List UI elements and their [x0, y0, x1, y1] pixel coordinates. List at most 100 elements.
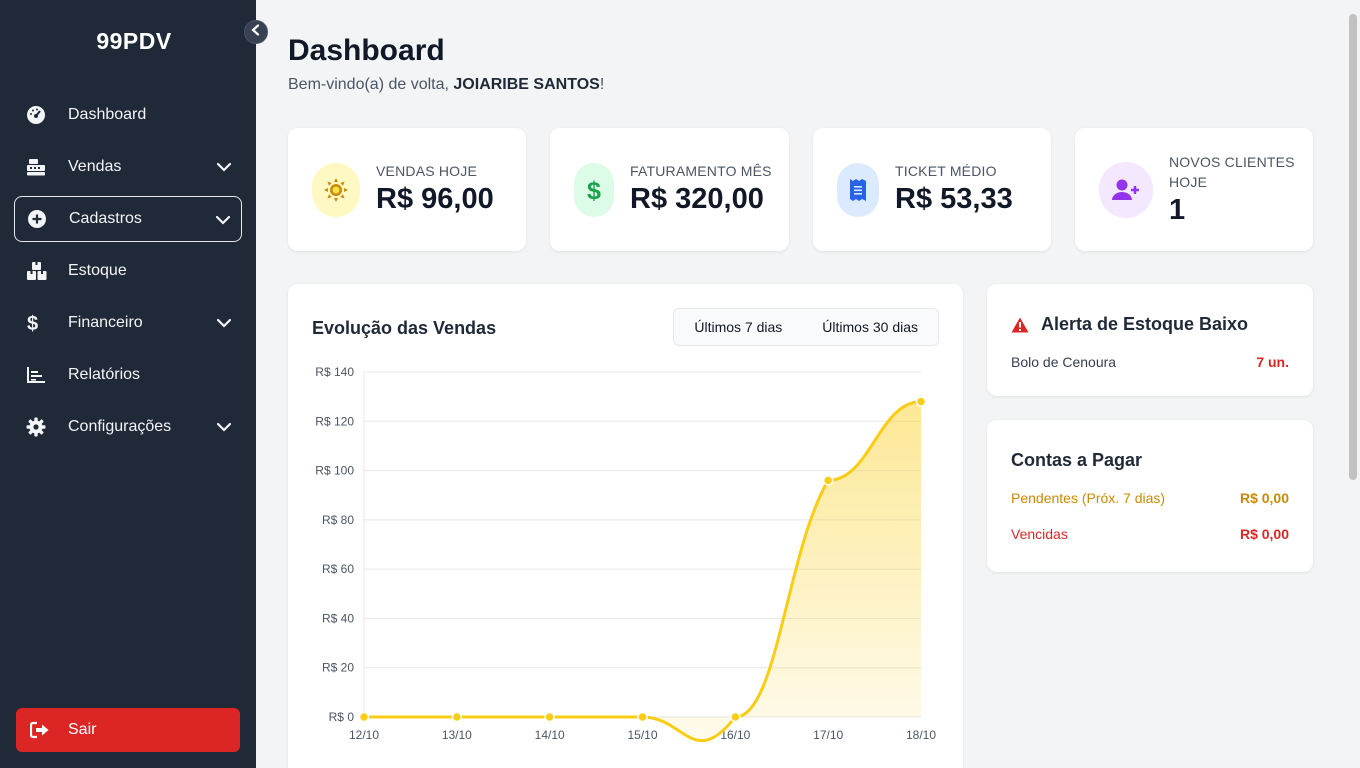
data-point	[451, 711, 463, 723]
stock-alert-card: Alerta de Estoque Baixo Bolo de Cenoura …	[987, 284, 1313, 396]
tab-ultimos-7-dias[interactable]: Últimos 7 dias	[694, 319, 783, 335]
welcome-suffix: !	[599, 76, 605, 93]
cash-register-icon	[26, 157, 54, 177]
y-tick-label: R$ 80	[322, 513, 354, 527]
y-tick-label: R$ 0	[329, 710, 355, 724]
welcome-message: Bem-vindo(a) de volta, JOIARIBE SANTOS!	[288, 76, 604, 94]
svg-text:$: $	[27, 313, 38, 334]
stat-card-faturamento-mes: $ FATURAMENTO MÊS R$ 320,00	[550, 128, 789, 251]
y-tick-label: R$ 60	[322, 562, 354, 576]
svg-text:$: $	[587, 177, 601, 203]
sidebar-item-relatorios[interactable]: Relatórios	[14, 352, 242, 398]
sidebar-item-dashboard[interactable]: Dashboard	[14, 92, 242, 138]
pending-value: R$ 0,00	[1239, 490, 1289, 506]
x-tick-label: 18/10	[906, 728, 936, 742]
sidebar-item-estoque[interactable]: Estoque	[14, 248, 242, 294]
warning-icon	[1011, 317, 1029, 333]
receipt-icon	[837, 162, 879, 217]
y-tick-label: R$ 120	[315, 414, 354, 428]
stat-text: FATURAMENTO MÊS R$ 320,00	[630, 163, 772, 216]
sign-out-icon	[30, 721, 50, 739]
sidebar: 99PDV Dashboard Vendas Cadastros	[0, 0, 256, 768]
overdue-value: R$ 0,00	[1239, 526, 1289, 542]
overdue-row[interactable]: Vencidas R$ 0,00	[1011, 526, 1289, 542]
welcome-prefix: Bem-vindo(a) de volta,	[288, 76, 454, 93]
chevron-down-icon	[216, 419, 232, 440]
list-item[interactable]: Bolo de Cenoura 7 un.	[1011, 354, 1289, 370]
sun-icon	[312, 162, 360, 217]
stat-text: NOVOS CLIENTES HOJE 1	[1169, 152, 1299, 227]
chevron-down-icon	[216, 159, 232, 180]
chart-title: Evolução das Vendas	[312, 318, 497, 338]
stock-alert-title: Alerta de Estoque Baixo	[1011, 314, 1248, 335]
series-area	[364, 401, 921, 741]
sidebar-nav: Dashboard Vendas Cadastros Estoque $	[14, 92, 242, 456]
sidebar-item-label: Cadastros	[69, 210, 142, 227]
stat-text: TICKET MÉDIO R$ 53,33	[895, 163, 1013, 216]
data-point	[637, 711, 648, 723]
x-tick-label: 17/10	[813, 728, 843, 742]
stat-value: 1	[1169, 194, 1186, 226]
brand-logo[interactable]: 99PDV	[96, 28, 172, 54]
sidebar-item-cadastros[interactable]: Cadastros	[14, 196, 242, 242]
scrollbar[interactable]	[1346, 0, 1360, 768]
sidebar-item-label: Dashboard	[68, 106, 147, 123]
sidebar-item-label: Configurações	[68, 418, 172, 435]
sidebar-item-configuracoes[interactable]: Configurações	[14, 404, 242, 450]
y-tick-label: R$ 100	[315, 464, 354, 478]
sidebar-item-label: Financeiro	[68, 314, 143, 331]
y-tick-label: R$ 40	[322, 611, 354, 625]
sidebar-item-financeiro[interactable]: $ Financeiro	[14, 300, 242, 346]
pending-row[interactable]: Pendentes (Próx. 7 dias) R$ 0,00	[1011, 490, 1289, 506]
stat-value: R$ 320,00	[630, 183, 764, 215]
product-name: Bolo de Cenoura	[1011, 354, 1117, 370]
stat-label: VENDAS HOJE	[376, 163, 477, 179]
logout-label: Sair	[68, 721, 97, 738]
y-tick-label: R$ 20	[322, 661, 354, 675]
tab-ultimos-30-dias[interactable]: Últimos 30 dias	[822, 319, 918, 335]
product-qty: 7 un.	[1256, 354, 1289, 370]
collapse-sidebar-button[interactable]	[244, 20, 268, 44]
sidebar-item-label: Vendas	[68, 158, 122, 175]
stat-text: VENDAS HOJE R$ 96,00	[376, 163, 494, 216]
chevron-down-icon	[216, 315, 232, 336]
stat-label: NOVOS CLIENTES HOJE	[1169, 154, 1295, 190]
sidebar-item-label: Relatórios	[68, 366, 141, 383]
data-point	[358, 711, 370, 723]
logout-button[interactable]: Sair	[16, 708, 240, 752]
data-point	[915, 396, 927, 407]
stat-card-novos-clientes: NOVOS CLIENTES HOJE 1	[1075, 128, 1313, 251]
dollar-icon: $	[574, 162, 614, 217]
sidebar-item-vendas[interactable]: Vendas	[14, 144, 242, 190]
stat-label: TICKET MÉDIO	[895, 163, 997, 179]
page-title: Dashboard	[288, 34, 445, 67]
payables-title: Contas a Pagar	[1011, 450, 1143, 470]
x-tick-label: 16/10	[720, 728, 750, 742]
stat-card-ticket-medio: TICKET MÉDIO R$ 53,33	[813, 128, 1051, 251]
x-tick-label: 12/10	[349, 728, 379, 742]
x-tick-label: 14/10	[535, 728, 565, 742]
stat-card-vendas-hoje: VENDAS HOJE R$ 96,00	[288, 128, 526, 251]
stat-value: R$ 96,00	[376, 183, 494, 215]
y-tick-label: R$ 140	[315, 365, 354, 379]
scrollbar-thumb[interactable]	[1349, 14, 1357, 480]
chevron-down-icon	[215, 212, 231, 233]
sales-chart: R$ 0 R$ 20 R$ 40 R$ 60 R$ 80 R$ 100 R$ 120 R$ 1…	[315, 365, 936, 743]
chart-icon	[26, 365, 54, 385]
plus-circle-icon	[27, 209, 55, 229]
dollar-icon: $	[26, 313, 54, 334]
stat-label: FATURAMENTO MÊS	[630, 163, 772, 179]
stock-alert-title-text: Alerta de Estoque Baixo	[1041, 314, 1249, 334]
stat-value: R$ 53,33	[895, 183, 1013, 215]
period-selector: Últimos 7 dias Últimos 30 dias	[673, 308, 939, 346]
main-content: Dashboard Bem-vindo(a) de volta, JOIARIB…	[256, 0, 1360, 768]
data-point	[730, 711, 741, 723]
chevron-left-icon	[250, 23, 262, 41]
gear-icon	[26, 417, 54, 437]
user-plus-icon	[1099, 161, 1153, 218]
gauge-icon	[26, 105, 54, 125]
sales-chart-card: Evolução das Vendas Últimos 7 dias Últim…	[288, 284, 963, 768]
user-name: JOIARIBE SANTOS	[453, 76, 600, 93]
x-tick-label: 13/10	[442, 728, 472, 742]
data-point	[544, 711, 555, 723]
